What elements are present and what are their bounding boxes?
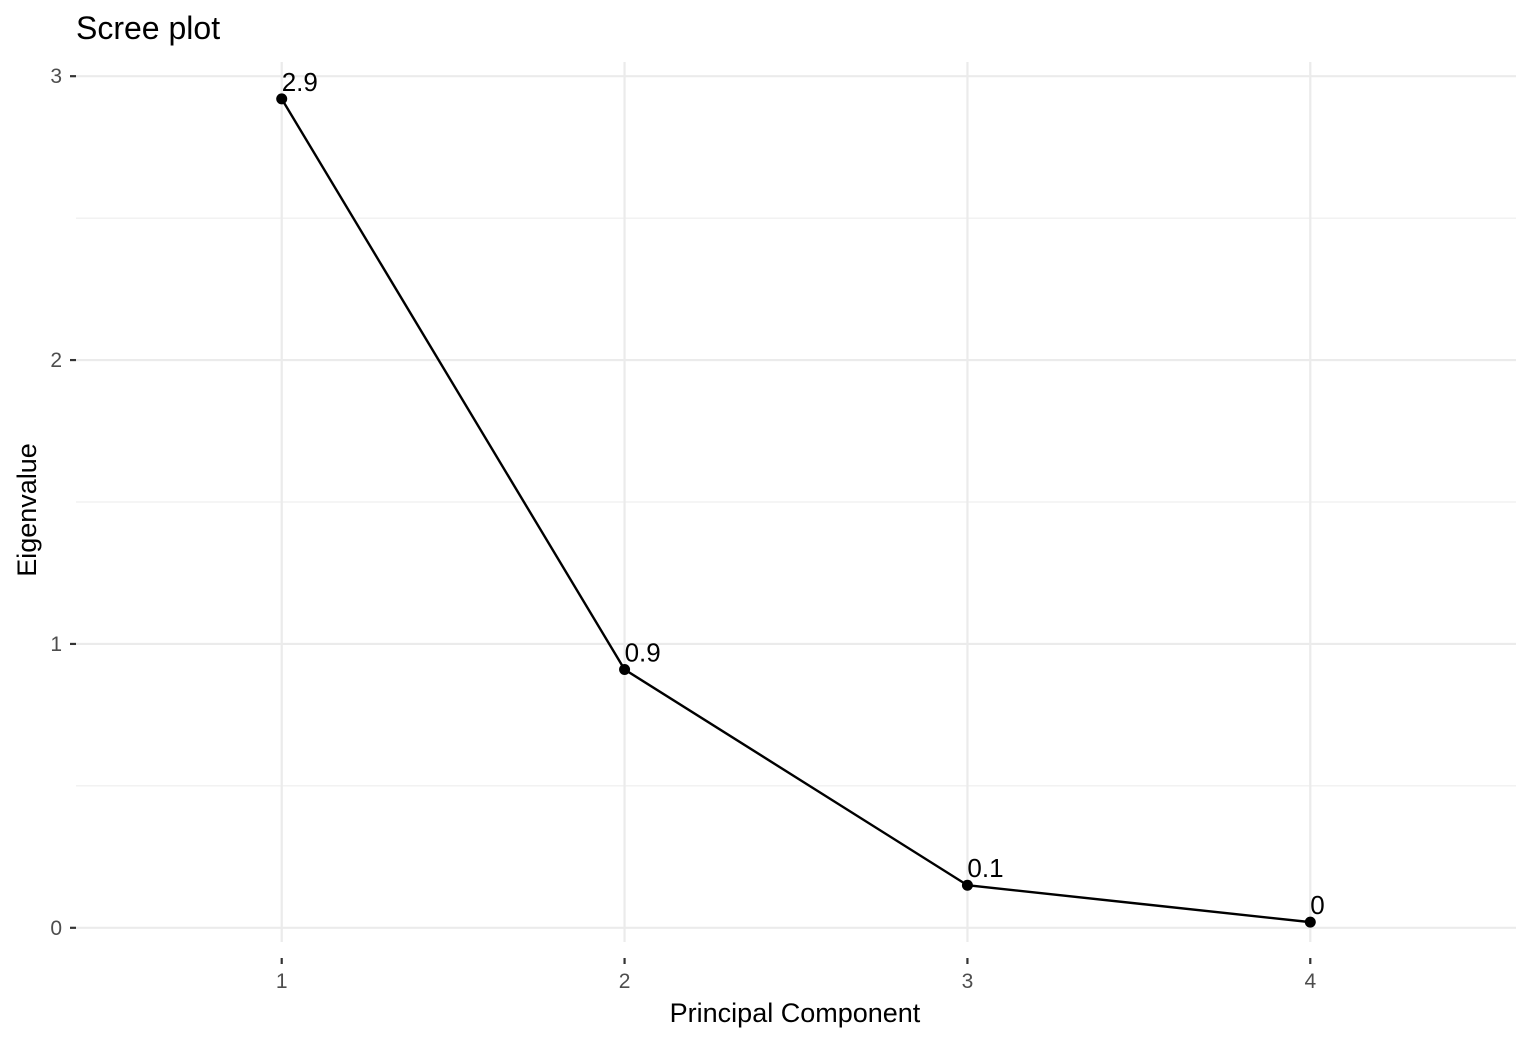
x-tick-label: 1	[276, 970, 288, 993]
x-tick-label: 2	[619, 970, 631, 993]
y-tick-label: 3	[50, 65, 62, 88]
y-axis-title: Eigenvalue	[12, 443, 42, 577]
eigenvalue-point	[1304, 916, 1316, 928]
chart-title: Scree plot	[76, 10, 220, 46]
eigenvalue-data-label: 0	[1310, 890, 1324, 920]
y-tick-label: 0	[50, 917, 62, 940]
label-layer: 0 1 2 3 1 2 3 4 2.9 0.9 0.1 0	[50, 65, 1324, 993]
x-tick-label: 3	[962, 970, 974, 993]
series-layer	[276, 93, 1316, 928]
x-tick-label: 4	[1304, 970, 1316, 993]
eigenvalue-line	[280, 98, 1311, 924]
x-axis-title: Principal Component	[670, 998, 921, 1028]
eigenvalue-point	[619, 663, 631, 675]
grid-layer	[76, 62, 1516, 942]
eigenvalue-data-label: 0.1	[967, 853, 1003, 883]
eigenvalue-data-label: 0.9	[625, 637, 661, 667]
y-tick-label: 2	[50, 349, 62, 372]
y-tick-label: 1	[50, 633, 62, 656]
eigenvalue-point	[961, 879, 973, 891]
eigenvalue-point	[276, 93, 288, 105]
eigenvalue-data-label: 2.9	[282, 67, 318, 97]
tick-layer	[70, 75, 1312, 964]
